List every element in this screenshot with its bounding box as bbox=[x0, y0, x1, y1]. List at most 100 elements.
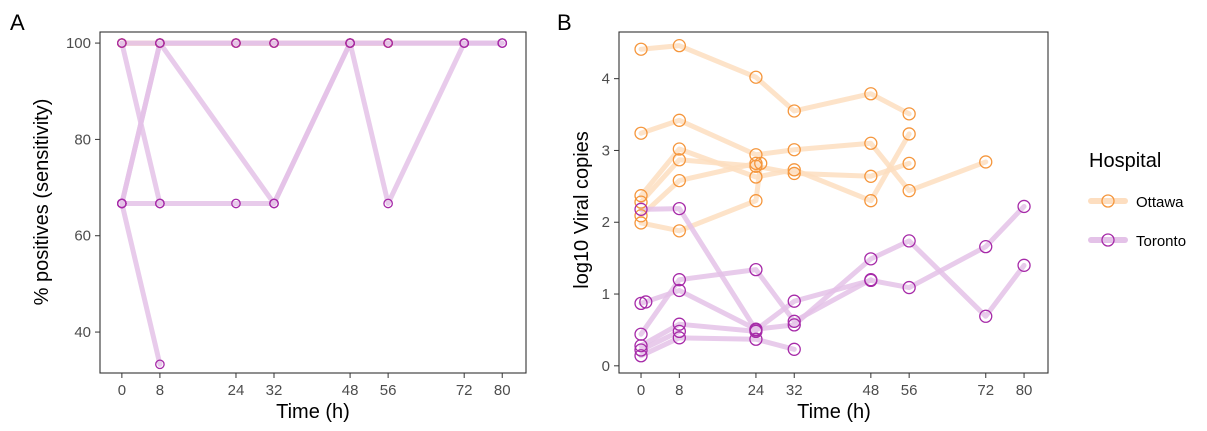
sensitivity-lines bbox=[119, 40, 505, 367]
viral-data-point bbox=[672, 201, 686, 216]
viral-data-point bbox=[634, 349, 648, 363]
sensitivity-data-point bbox=[459, 38, 470, 48]
viral-data-point bbox=[787, 104, 801, 118]
viral-data-point bbox=[1017, 258, 1031, 272]
sensitivity-data-point bbox=[269, 198, 279, 209]
sensitivity-x-tick-label: 0 bbox=[118, 382, 126, 399]
viral-data-point bbox=[634, 343, 648, 357]
viral-x-tick-label: 0 bbox=[637, 382, 645, 399]
viral-y-tick-label: 1 bbox=[602, 286, 610, 303]
viral-series-line bbox=[638, 131, 912, 204]
viral-data-point bbox=[864, 273, 878, 287]
viral-data-point bbox=[864, 169, 878, 183]
viral-data-point bbox=[787, 342, 801, 356]
legend-label-ottawa: Ottawa bbox=[1136, 194, 1184, 211]
viral-data-point bbox=[749, 324, 763, 339]
viral-data-point bbox=[902, 156, 916, 171]
viral-data-point bbox=[787, 166, 801, 181]
sensitivity-data-point bbox=[117, 198, 127, 209]
viral-data-point bbox=[754, 156, 768, 171]
viral-data-point bbox=[979, 309, 993, 323]
sensitivity-y-label: % positives (sensitivity) bbox=[31, 99, 53, 306]
sensitivity-data-point bbox=[231, 38, 241, 48]
sensitivity-points bbox=[117, 38, 508, 370]
viral-data-point bbox=[864, 252, 878, 266]
sensitivity-data-point bbox=[155, 198, 165, 209]
viral-series-line bbox=[638, 238, 1027, 332]
viral-series-line bbox=[638, 157, 912, 205]
viral-data-point bbox=[902, 107, 916, 121]
viral-data-point bbox=[672, 38, 686, 53]
sensitivity-data-point bbox=[231, 198, 241, 209]
viral-data-point bbox=[672, 283, 686, 298]
viral-data-point bbox=[749, 70, 763, 84]
viral-series-line bbox=[638, 117, 989, 194]
viral-data-point bbox=[902, 127, 916, 141]
sensitivity-data-point bbox=[269, 38, 279, 48]
viral-series-line bbox=[638, 267, 874, 337]
sensitivity-x-tick-label: 48 bbox=[342, 382, 359, 399]
viral-x-tick-label: 24 bbox=[748, 382, 765, 399]
viral-data-point bbox=[672, 153, 686, 167]
viral-data-point bbox=[902, 234, 916, 248]
viral-data-point bbox=[634, 209, 648, 223]
viral-data-point bbox=[864, 194, 878, 208]
viral-data-point bbox=[749, 194, 763, 208]
viral-data-point bbox=[749, 170, 763, 184]
legend-label-toronto: Toronto bbox=[1136, 233, 1186, 250]
viral-x-tick-label: 72 bbox=[977, 382, 994, 399]
viral-x-tick-label: 8 bbox=[675, 382, 683, 399]
sensitivity-x-tick-label: 56 bbox=[380, 382, 397, 399]
viral-series-line bbox=[638, 335, 797, 359]
viral-series-line bbox=[638, 43, 912, 117]
sensitivity-data-point bbox=[383, 198, 393, 209]
sensitivity-x-axis: 0 8 24 32 48 56 72 80 bbox=[118, 373, 511, 399]
panel-b-tag: B bbox=[557, 10, 572, 35]
sensitivity-x-tick-label: 80 bbox=[494, 382, 511, 399]
sensitivity-x-tick-label: 24 bbox=[228, 382, 245, 399]
viral-data-point bbox=[672, 142, 686, 156]
viral-x-tick-label: 80 bbox=[1016, 382, 1033, 399]
sensitivity-x-tick-label: 72 bbox=[456, 382, 473, 399]
legend-item-toronto: Toronto bbox=[1088, 233, 1186, 250]
sensitivity-y-tick-label: 100 bbox=[66, 35, 91, 52]
viral-data-point bbox=[639, 295, 653, 309]
viral-data-point bbox=[672, 324, 686, 339]
viral-data-point bbox=[1017, 199, 1031, 214]
viral-data-point bbox=[787, 143, 801, 157]
viral-x-tick-label: 32 bbox=[786, 382, 803, 399]
viral-series-line bbox=[638, 321, 759, 349]
legend-point-toronto bbox=[1101, 233, 1115, 247]
viral-data-point bbox=[864, 136, 878, 150]
viral-y-tick-label: 2 bbox=[602, 214, 610, 231]
sensitivity-data-point bbox=[383, 38, 393, 48]
viral-data-point bbox=[672, 273, 686, 287]
viral-data-point bbox=[672, 224, 686, 238]
sensitivity-series-line bbox=[119, 40, 505, 206]
sensitivity-data-point bbox=[155, 38, 165, 48]
viral-data-point bbox=[787, 314, 801, 328]
viral-x-tick-label: 56 bbox=[901, 382, 918, 399]
sensitivity-x-label: Time (h) bbox=[276, 401, 350, 423]
sensitivity-series-line bbox=[119, 40, 353, 206]
sensitivity-data-point bbox=[155, 359, 165, 370]
viral-copies-chart: 0 8 24 32 48 56 72 80 0 1 2 3 4 Time (h) log10 Vira… bbox=[571, 31, 1049, 423]
legend: Hospital Ottawa Toronto bbox=[1088, 150, 1186, 250]
legend-item-ottawa: Ottawa bbox=[1088, 194, 1184, 211]
viral-y-tick-label: 0 bbox=[602, 358, 610, 375]
panel-a-tag: A bbox=[10, 10, 25, 35]
sensitivity-panel-border bbox=[99, 31, 527, 374]
sensitivity-y-axis: 40 60 80 100 bbox=[66, 35, 100, 341]
viral-y-tick-label: 4 bbox=[602, 71, 610, 88]
legend-title: Hospital bbox=[1089, 150, 1161, 172]
viral-x-axis: 0 8 24 32 48 56 72 80 bbox=[637, 373, 1033, 399]
viral-data-point bbox=[902, 184, 916, 198]
viral-panel-border bbox=[618, 31, 1049, 374]
sensitivity-x-tick-label: 8 bbox=[156, 382, 164, 399]
legend-point-ottawa bbox=[1101, 194, 1115, 208]
viral-data-point bbox=[672, 173, 686, 188]
viral-data-point bbox=[634, 202, 648, 216]
viral-data-point bbox=[634, 339, 648, 353]
sensitivity-x-tick-label: 32 bbox=[266, 382, 283, 399]
sensitivity-series-line bbox=[119, 200, 163, 367]
